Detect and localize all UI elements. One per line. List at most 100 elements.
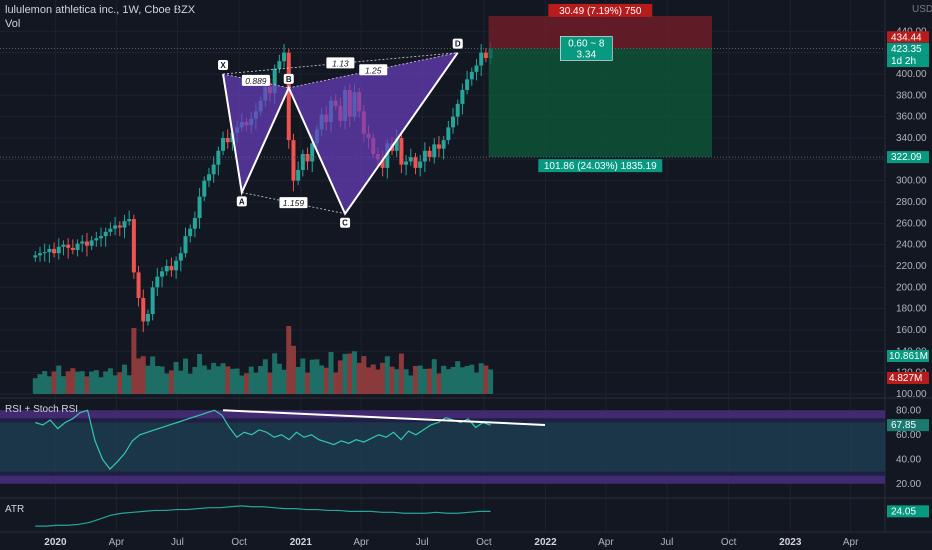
- candle-body: [70, 247, 75, 250]
- rsi-trendline: [223, 409, 546, 426]
- volume-bar: [290, 345, 296, 394]
- price-axis-tick-label: 240.00: [896, 240, 927, 251]
- candle-body: [474, 65, 479, 72]
- volume-bar: [79, 371, 85, 394]
- pattern-triangle-bcd: [288, 52, 458, 214]
- volume-bar: [441, 365, 447, 394]
- stop-label-box: [548, 3, 653, 17]
- volume-bar: [272, 353, 278, 394]
- volume-bar: [295, 367, 301, 394]
- pattern-ratio-box: [279, 197, 308, 209]
- volume-bar: [215, 366, 221, 394]
- candle-body: [117, 225, 122, 228]
- volume-bar: [319, 365, 325, 394]
- volume-bar: [417, 365, 423, 394]
- rsi-axis-tick-label: 80.00: [896, 405, 921, 416]
- candle-body: [108, 228, 113, 232]
- candle-body: [436, 144, 441, 149]
- candle-body: [286, 52, 291, 141]
- candle-body: [131, 219, 136, 273]
- volume-bar: [93, 370, 99, 394]
- volume-bar: [300, 358, 306, 394]
- candle-body: [305, 154, 310, 162]
- pattern-ratio-box: [326, 57, 355, 69]
- volume-bar: [211, 362, 217, 394]
- pattern-point-label: D: [455, 40, 461, 49]
- volume-bar: [408, 375, 414, 394]
- volume-bar: [253, 372, 259, 394]
- candle-body: [455, 103, 460, 117]
- candle-body: [192, 218, 197, 229]
- volume-bar: [89, 371, 95, 394]
- volume-bar: [276, 363, 282, 394]
- volume-bar: [366, 367, 372, 394]
- rsi-title: RSI + Stoch RSI: [5, 404, 78, 415]
- volume-bar: [154, 366, 160, 394]
- volume-bar: [286, 326, 292, 394]
- time-axis-tick-label: Oct: [476, 537, 492, 548]
- price-axis-tick-label: 160.00: [896, 325, 927, 336]
- price-axis-tick-label: 100.00: [896, 389, 927, 400]
- candle-body: [202, 180, 207, 197]
- time-axis-tick-label: Oct: [231, 537, 247, 548]
- time-axis-tick-label: Jul: [416, 537, 429, 548]
- volume-bar: [464, 366, 470, 394]
- candle-body: [408, 157, 413, 162]
- candle-body: [418, 161, 423, 168]
- candle-body: [277, 61, 282, 69]
- volume-bar: [173, 361, 179, 394]
- volume-bar: [140, 356, 146, 394]
- candle-body: [141, 298, 146, 322]
- profit-target-zone: [488, 48, 712, 158]
- time-axis-tick-label: Apr: [598, 537, 614, 548]
- pattern-point-box: [283, 73, 294, 84]
- volume-bar: [56, 365, 62, 394]
- volume-bar: [394, 369, 400, 394]
- volume-bar: [197, 354, 203, 394]
- volume-bar: [412, 366, 418, 394]
- volume-bar: [389, 366, 395, 394]
- candle-body: [38, 253, 42, 256]
- volume-bar: [65, 371, 71, 394]
- volume-bar: [164, 373, 170, 394]
- volume-bar: [182, 358, 188, 394]
- pattern-ratio-label: 0.889: [245, 76, 267, 86]
- time-axis-tick-label: Apr: [843, 537, 859, 548]
- volume-bar: [70, 368, 76, 394]
- time-axis-tick-label: 2022: [534, 537, 557, 548]
- time-axis-tick-label: Jul: [171, 537, 184, 548]
- risk-reward-box: [559, 36, 613, 61]
- volume-bar: [225, 366, 231, 394]
- candle-body: [483, 52, 488, 58]
- candle-body: [66, 244, 71, 248]
- rsi-oversold-strip: [0, 475, 885, 484]
- candle-body: [404, 161, 409, 165]
- rsi-line: [35, 409, 491, 470]
- candle-body: [122, 221, 127, 228]
- volume-bar: [150, 356, 156, 394]
- pattern-point-label: A: [239, 197, 245, 206]
- rsi-axis-tick-label: 40.00: [896, 454, 921, 465]
- candle-body: [451, 116, 456, 128]
- candle-body: [221, 138, 226, 151]
- atr-value-tag-box: [887, 505, 929, 518]
- price-axis-tick-label: 340.00: [896, 133, 927, 144]
- rsi-mid-band: [0, 422, 885, 472]
- volume-bar: [32, 378, 38, 394]
- candle-body: [432, 144, 437, 158]
- price-axis-tick-label: 400.00: [896, 69, 927, 80]
- candle-body: [446, 127, 451, 141]
- volume-bar: [337, 360, 343, 394]
- pattern-ratio-label: 1.25: [365, 65, 382, 75]
- volume-bar: [98, 377, 104, 394]
- candle-body: [136, 272, 141, 298]
- volume-bar: [248, 366, 254, 394]
- volume-bar: [51, 371, 57, 394]
- pattern-point-label: X: [220, 61, 226, 70]
- rsi-value-tag-box: [887, 419, 929, 432]
- candle-body: [469, 71, 474, 80]
- volume-bar: [351, 351, 357, 394]
- volume-bar: [342, 353, 348, 394]
- candle-body: [422, 150, 427, 162]
